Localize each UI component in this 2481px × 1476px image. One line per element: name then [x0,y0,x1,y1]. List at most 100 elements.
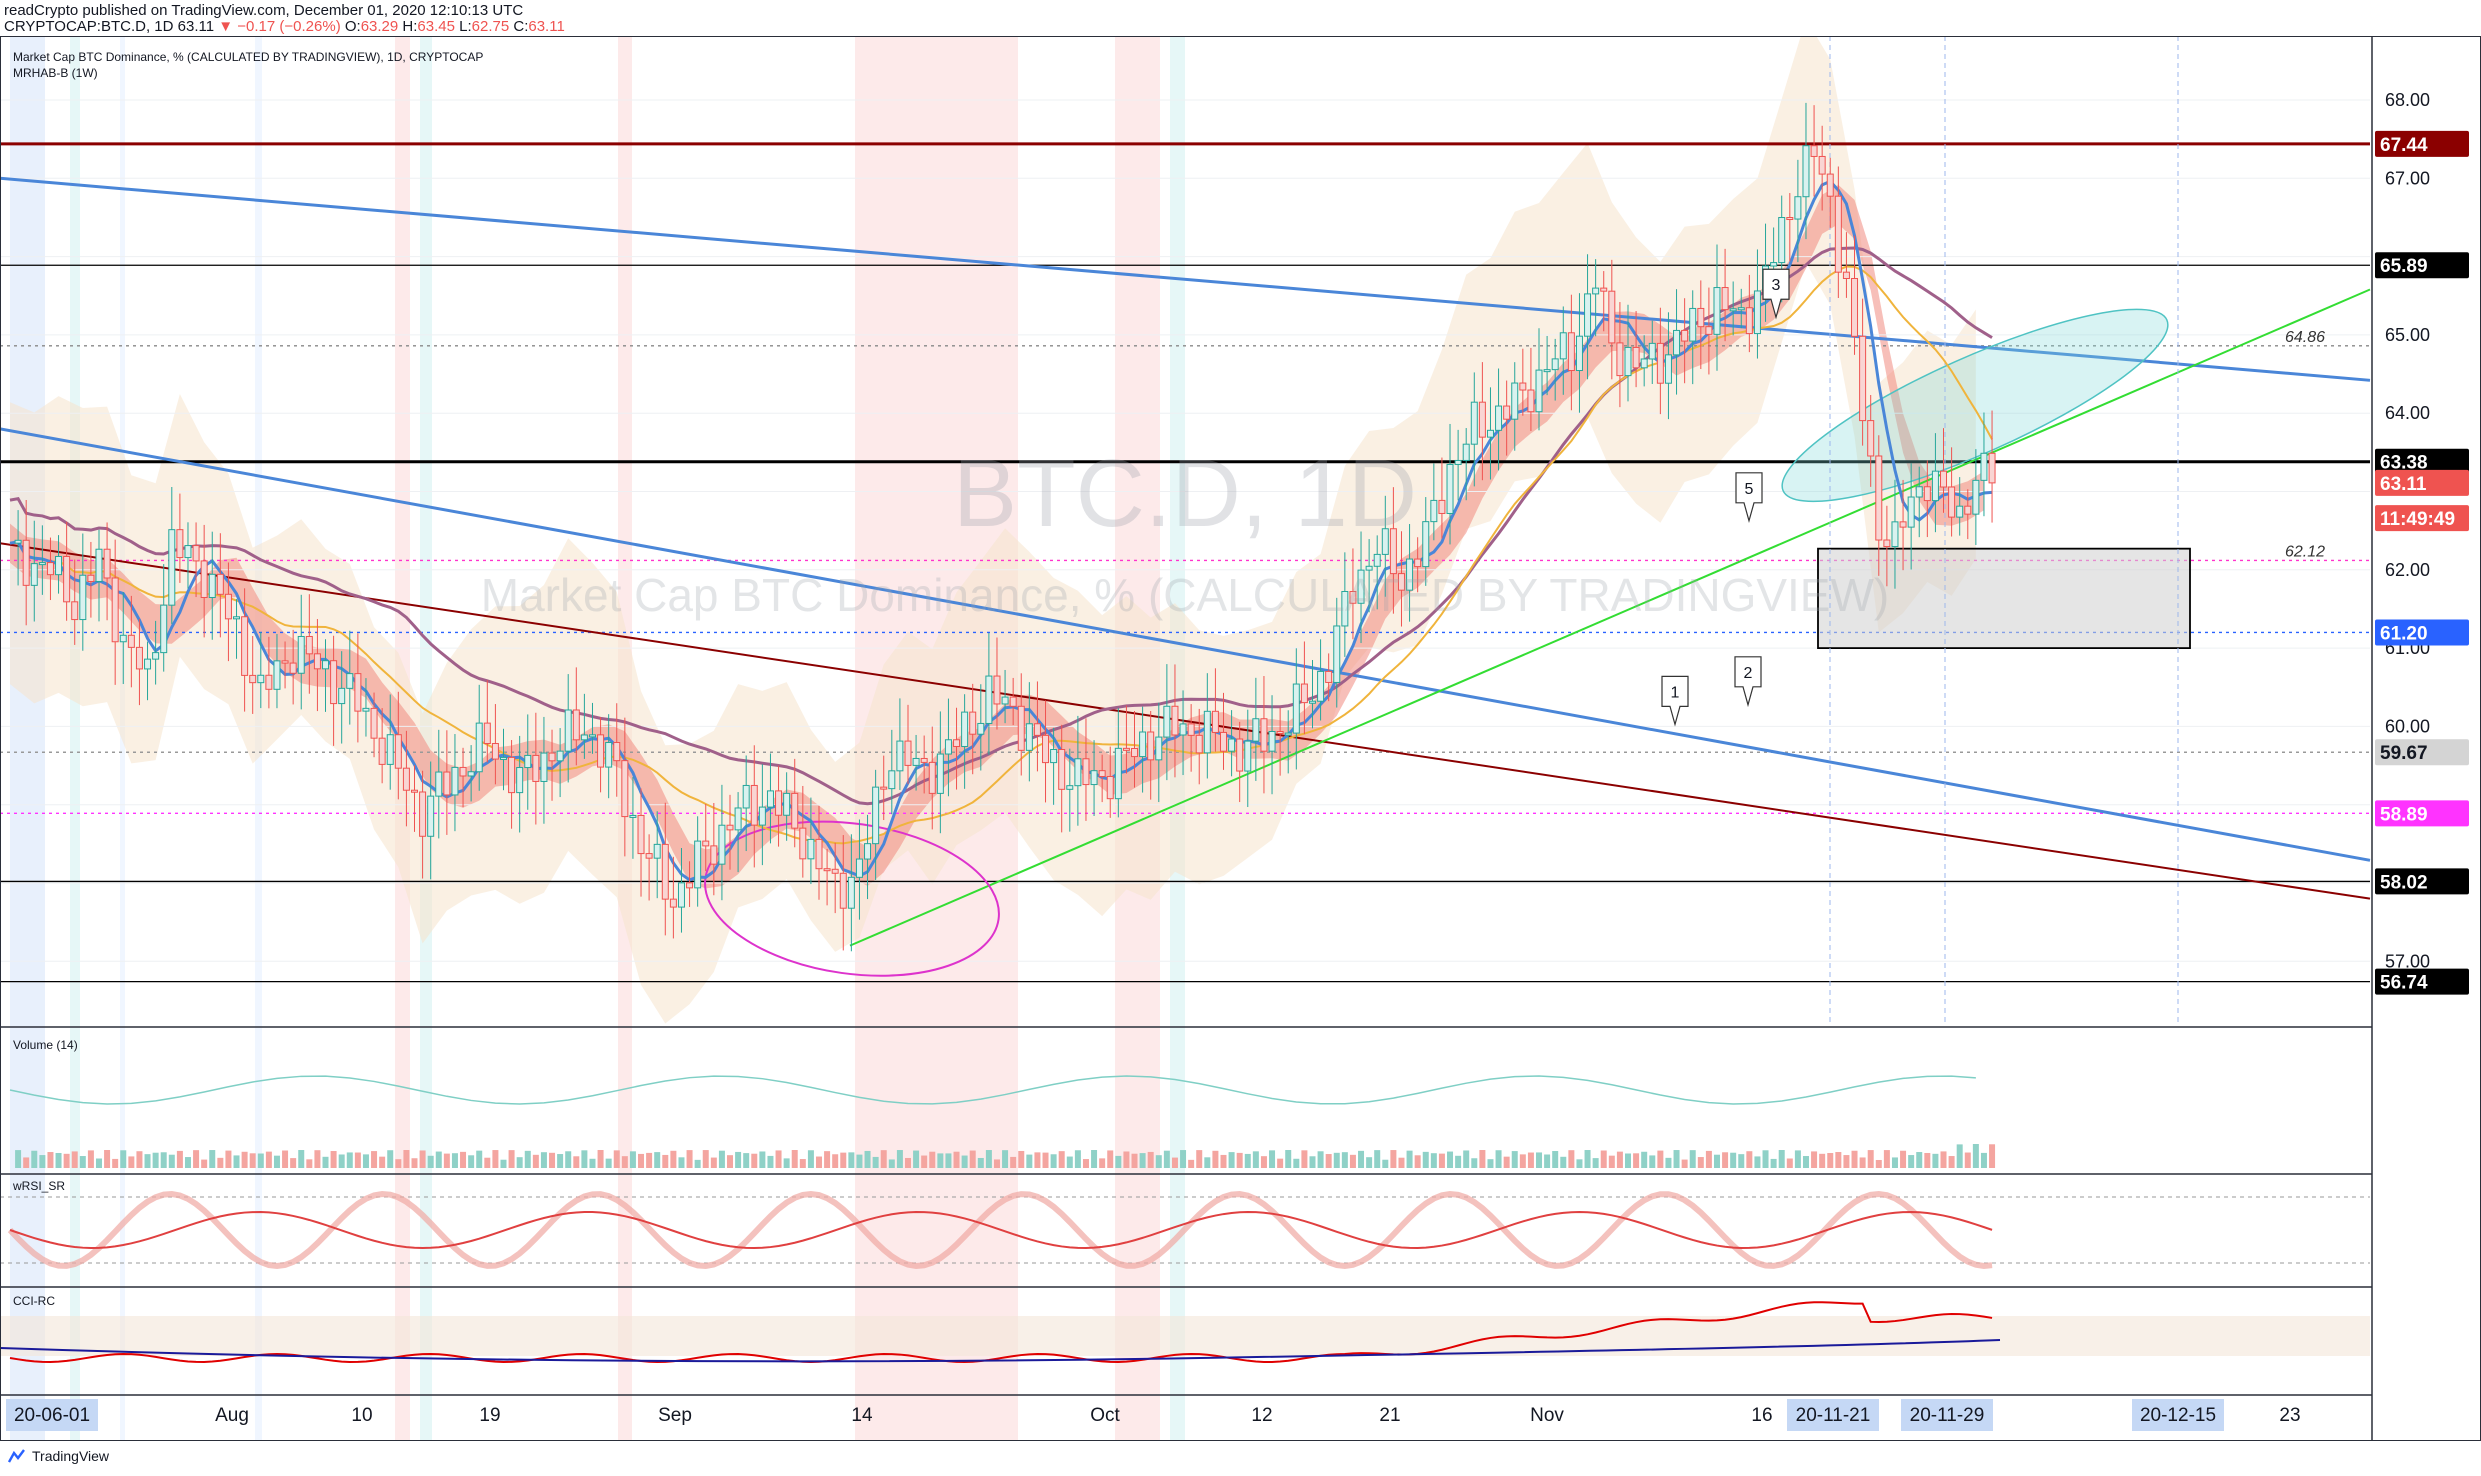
volume-bar [1074,1150,1081,1168]
volume-bar [1366,1157,1373,1168]
tradingview-branding[interactable]: TradingView [8,1448,109,1464]
candles [14,102,1996,952]
candle-body [815,838,823,870]
volume-bar [1689,1150,1696,1168]
candle-body [1988,452,1996,484]
volume-bar [985,1150,992,1168]
candle-body [580,734,588,741]
volume-bar [702,1150,709,1168]
volume-bar [1277,1158,1284,1168]
candle-body [443,771,451,796]
volume-bar [1018,1150,1025,1168]
volume-bar [1188,1159,1195,1168]
volume-bar [775,1150,782,1168]
volume-bar [1527,1152,1534,1168]
volume-bar [403,1150,410,1168]
volume-bar [524,1150,531,1168]
price-label-text: 61.20 [2380,623,2428,644]
volume-bar [1511,1151,1518,1168]
volume-bar [1924,1152,1931,1168]
volume-bar [1503,1156,1510,1168]
candle-body [1357,569,1365,604]
volume-bar [176,1150,183,1168]
candle-body [200,560,208,598]
volume-bar [1657,1150,1664,1168]
candle-body [79,574,87,621]
volume-bar [1851,1150,1858,1168]
volume-bar [670,1150,677,1168]
candle-body [702,840,710,847]
volume-bar [1285,1150,1292,1168]
volume-bar [1616,1151,1623,1168]
candle-body [605,742,613,768]
candle-body [459,766,467,777]
candle-body [1527,389,1535,413]
candle-body [483,722,491,745]
volume-bar [1252,1151,1259,1168]
volume-bar [1908,1155,1915,1168]
ema-ribbon [10,184,1984,889]
candle-body [1495,405,1503,431]
price-axis[interactable]: 68.0067.0065.0064.0062.0061.0060.0057.00… [2371,36,2481,1441]
candle-body [1268,731,1276,752]
volume-bar [1875,1159,1882,1168]
candle-body [742,784,750,809]
price-label-text: 11:49:49 [2380,509,2455,530]
candle-body [22,539,30,586]
tradingview-brand-label: TradingView [32,1448,110,1464]
time-axis[interactable]: 20-06-01 Aug 10 19 Sep 14 Oct 12 21 Nov 16 20-11-21… [0,1394,2372,1431]
wave-label: 3 [1762,268,1790,320]
volume-bar [1584,1150,1591,1168]
symbol-ohlc-line: CRYPTOCAP:BTC.D, 1D 63.11 ▼ −0.17 (−0.26… [4,18,565,36]
volume-bar [1438,1153,1445,1168]
candle-body [1066,785,1074,790]
volume-bar [516,1157,523,1168]
volume-bar [937,1153,944,1168]
volume-bar [1406,1150,1413,1168]
cci-pane-label: CCI-RC [13,1294,55,1308]
candle-body [1074,758,1082,787]
volume-bar [848,1152,855,1168]
candle-body [1042,734,1050,764]
volume-bar [718,1150,725,1168]
volume-bar [1802,1156,1809,1168]
volume-bar [1600,1150,1607,1168]
volume-bar [824,1151,831,1168]
volume-bar [1414,1155,1421,1168]
price-axis-tick: 64.00 [2385,403,2430,423]
candle-body [936,753,944,794]
volume-bar [1091,1150,1098,1168]
volume-bar [1891,1157,1898,1168]
candle-body [378,737,386,765]
candle-body [912,757,920,766]
candle-body [435,771,443,797]
candle-body [1851,278,1859,337]
candle-body [1778,217,1786,264]
volume-bar [362,1154,369,1168]
volume-bar [710,1157,717,1168]
price-label-text: 67.44 [2380,135,2428,156]
candle-body [1770,262,1778,267]
candle-body [168,529,176,606]
candle-body [313,653,321,670]
volume-bar [613,1150,620,1168]
volume-bar [1697,1157,1704,1168]
candle-body [1753,290,1761,335]
volume-bar [1495,1150,1502,1168]
candle-body [249,674,257,684]
volume-bar [411,1158,418,1168]
candle-body [1365,565,1373,571]
volume-bar [686,1150,693,1168]
volume-bar [314,1150,321,1168]
volume-bar [1236,1152,1243,1168]
candle-body [872,786,880,845]
candle-body [322,660,330,670]
candle-body [1592,287,1600,295]
candle-body [726,824,734,831]
candle-body [216,573,224,595]
candle-body [621,760,629,818]
volume-bar [1447,1151,1454,1168]
candle-body [46,562,54,576]
volume-bar [953,1151,960,1168]
